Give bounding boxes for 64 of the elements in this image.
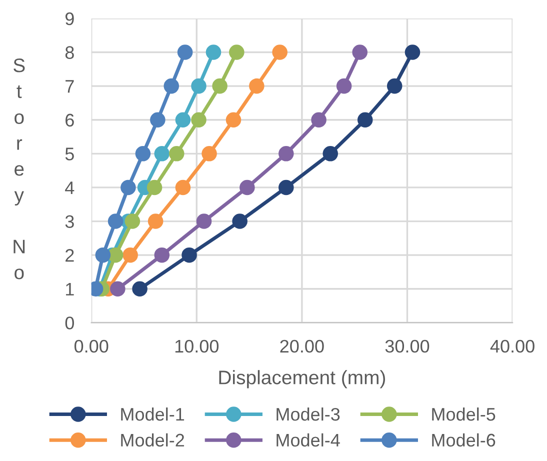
x-tick-label: 10.00 [175,340,219,353]
y-tick-label: 5 [65,148,74,160]
point [122,247,138,263]
y-tick-label: 8 [65,46,74,59]
point [135,146,151,162]
point [132,281,148,297]
point [212,78,228,94]
point [336,78,352,94]
y-tick-label: 6 [66,114,74,127]
point [229,44,244,60]
point [352,44,368,60]
point [311,112,326,128]
y-tick-label: 1 [66,283,74,296]
point [278,146,294,162]
point [169,146,184,162]
legend-label: Model-1 [121,407,184,421]
point [322,146,338,162]
legend-label: Model-4 [276,433,340,447]
point [110,281,126,297]
point [154,247,170,263]
point [191,78,206,94]
y-tick-label: 3 [65,215,74,228]
point [202,146,217,162]
x-tick-label: 40.00 [490,340,534,353]
x-axis-title: Displacement (mm) [219,370,386,388]
point [240,180,255,196]
y-tick-label: 9 [65,12,74,26]
point [232,214,248,229]
point [108,247,124,263]
point [175,180,191,196]
point [249,78,264,94]
point [124,214,140,229]
point [150,112,166,128]
point [404,44,420,60]
legend-label: Model-3 [276,407,340,421]
point [191,112,206,128]
point [226,112,242,128]
y-tick-label: 0 [65,316,74,330]
y-tick-label: 2 [66,249,74,262]
point [177,44,193,60]
y-tick-label: 4 [65,182,74,194]
point [164,78,180,94]
text: Storey No [14,58,25,280]
point [272,44,288,60]
point [95,247,111,263]
y-tick-label: 7 [66,80,74,93]
x-tick-label: 0.00 [74,340,108,353]
x-tick-label: 30.00 [385,340,430,353]
legend-label: Model-5 [432,407,496,421]
point [196,214,212,229]
legend-label: Model-2 [121,433,184,447]
legend-label: Model-6 [432,433,496,447]
point [175,112,191,128]
point [154,146,170,162]
point [120,180,136,196]
point [146,180,162,196]
x-tick-label: 20.00 [280,340,324,353]
point [182,247,197,263]
point [206,44,222,60]
point [148,214,164,229]
point [278,180,294,196]
point [108,214,124,229]
point [386,78,402,94]
point [357,112,373,128]
